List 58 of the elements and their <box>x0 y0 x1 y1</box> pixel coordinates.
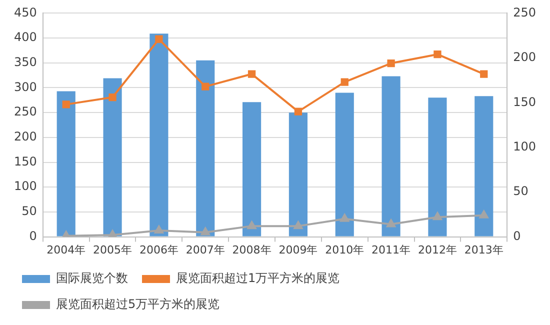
y-tick-label: 450 <box>14 5 37 20</box>
y2-tick-label: 250 <box>513 5 536 20</box>
bar <box>382 76 400 236</box>
legend-label: 展览面积超过5万平方米的展览 <box>56 297 220 312</box>
point <box>294 108 302 116</box>
y2-tick-label: 100 <box>513 139 536 154</box>
bar <box>56 91 76 236</box>
point <box>433 212 442 220</box>
point <box>387 59 395 68</box>
y-tick-label: 100 <box>14 179 37 194</box>
y-tick-label: 150 <box>14 154 37 168</box>
y-tick-label: 400 <box>14 30 37 44</box>
x-tick-label: 2012年 <box>418 243 457 256</box>
bar <box>242 102 262 236</box>
x-tick-label: 2006年 <box>139 243 178 256</box>
y-tick-label: 50 <box>22 204 37 218</box>
x-tick-label: 2004年 <box>46 243 86 256</box>
y-tick-label: 200 <box>14 130 37 144</box>
x-tick-label: 2008年 <box>232 243 272 256</box>
point <box>294 221 303 230</box>
x-tick-label: 2011年 <box>372 243 411 256</box>
x-tick-label: 2010年 <box>325 243 364 256</box>
point <box>108 93 116 102</box>
bar <box>428 98 447 236</box>
bar <box>288 112 308 236</box>
point <box>62 100 70 108</box>
y2-tick-label: 50 <box>513 184 528 198</box>
bar <box>335 92 354 236</box>
y-tick-label: 0 <box>29 228 37 243</box>
y-tick-label: 350 <box>14 55 37 70</box>
bar <box>196 60 215 236</box>
x-tick-label: 2007年 <box>186 243 225 256</box>
point <box>154 226 164 234</box>
point <box>480 70 488 78</box>
y2-tick-label: 200 <box>513 50 536 64</box>
bar <box>150 34 168 236</box>
point <box>479 210 488 218</box>
bar <box>474 96 494 236</box>
x-tick-label: 2005年 <box>93 243 132 256</box>
legend-label: 国际展览个数 <box>56 271 128 286</box>
point <box>340 78 348 86</box>
point <box>155 35 163 43</box>
point <box>434 50 442 58</box>
y-tick-label: 300 <box>14 80 37 94</box>
legend-label: 展览面积超过1万平方米的展览 <box>176 271 340 286</box>
y2-tick-label: 0 <box>513 228 521 243</box>
point <box>248 70 256 78</box>
x-tick-label: 2013年 <box>464 243 504 256</box>
y-tick-label: 250 <box>14 104 37 119</box>
point <box>202 82 210 90</box>
point <box>386 219 396 228</box>
bar <box>103 78 122 236</box>
point <box>247 221 256 230</box>
point <box>200 227 210 236</box>
x-tick-label: 2009年 <box>278 243 318 256</box>
point <box>340 214 350 222</box>
y2-tick-label: 150 <box>513 94 536 109</box>
point <box>108 230 117 237</box>
